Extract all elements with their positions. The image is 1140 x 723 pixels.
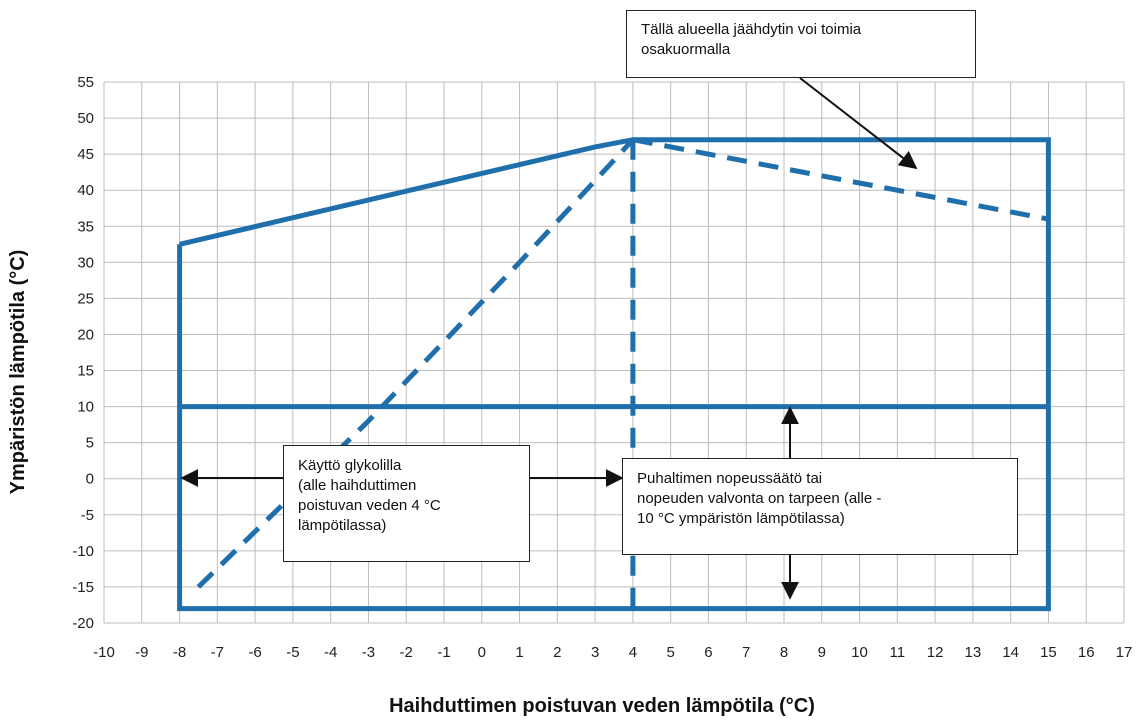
- x-axis-title: Haihduttimen poistuvan veden lämpötila (…: [389, 695, 815, 717]
- y-tick-label: 20: [77, 326, 94, 343]
- x-tick-label: 16: [1078, 644, 1095, 661]
- y-tick-label: 50: [77, 110, 94, 127]
- y-tick-label: 25: [77, 290, 94, 307]
- x-tick-label: 8: [780, 644, 788, 661]
- x-tick-label: 14: [1002, 644, 1019, 661]
- series-line-dashed: [632, 137, 1049, 222]
- x-tick-label: 10: [851, 644, 868, 661]
- x-tick-label: -5: [286, 644, 299, 661]
- x-tick-label: 13: [965, 644, 982, 661]
- x-tick-labels: -10 -9 -8 -7 -6 -5 -4 -3 -2 -1 0 1 2 3 4 5 6 7 8 9 10 11 12 13 1…: [93, 644, 1132, 661]
- y-tick-label: 10: [77, 399, 94, 416]
- annotation-arrows: [180, 77, 918, 600]
- y-tick-label: -5: [81, 507, 94, 524]
- x-tick-label: 11: [890, 644, 906, 661]
- x-tick-label: 12: [927, 644, 944, 661]
- x-tick-label: -6: [248, 644, 261, 661]
- x-tick-label: 1: [515, 644, 523, 661]
- y-axis-title: Ympäristön lämpötila (°C): [7, 250, 29, 495]
- x-tick-label: 2: [553, 644, 561, 661]
- x-tick-label: 5: [666, 644, 674, 661]
- y-tick-label: 45: [77, 146, 94, 163]
- y-tick-label: 0: [86, 471, 94, 488]
- x-tick-label: 7: [742, 644, 750, 661]
- x-tick-label: -7: [211, 644, 224, 661]
- annotation-fan-speed: Puhaltimen nopeussäätö tai nopeuden valv…: [622, 458, 1018, 555]
- annotation-partial-load: Tällä alueella jäähdytin voi toimia osak…: [626, 10, 976, 78]
- x-tick-label: -4: [324, 644, 337, 661]
- y-tick-label: -15: [72, 579, 94, 596]
- arrow-partial-load: [799, 77, 918, 170]
- x-tick-label: -3: [362, 644, 375, 661]
- x-tick-label: 9: [818, 644, 826, 661]
- x-tick-label: -8: [173, 644, 186, 661]
- x-tick-label: 0: [478, 644, 486, 661]
- series-line-solid: [177, 137, 1051, 612]
- annotation-line: poistuvan veden 4 °C: [298, 497, 441, 514]
- annotation-line: Käyttö glykolilla: [298, 457, 402, 474]
- y-tick-label: 55: [77, 74, 94, 91]
- y-tick-label: 35: [77, 218, 94, 235]
- annotation-line: lämpötilassa): [298, 517, 387, 534]
- x-tick-label: -1: [437, 644, 450, 661]
- y-tick-label: -20: [72, 615, 94, 632]
- x-tick-label: 15: [1040, 644, 1057, 661]
- y-tick-label: -10: [72, 543, 94, 560]
- annotation-glycol: Käyttö glykolilla (alle haihduttimen poi…: [283, 445, 530, 562]
- annotation-line: Tällä alueella jäähdytin voi toimia: [641, 21, 862, 38]
- annotation-line: 10 °C ympäristön lämpötilassa): [637, 510, 845, 527]
- annotation-line: nopeuden valvonta on tarpeen (alle -: [637, 490, 882, 507]
- x-tick-label: 4: [629, 644, 637, 661]
- annotation-line: osakuormalla: [641, 41, 731, 58]
- x-tick-label: 17: [1116, 644, 1133, 661]
- x-tick-label: 6: [704, 644, 712, 661]
- x-tick-label: -10: [93, 644, 115, 661]
- annotation-line: Puhaltimen nopeussäätö tai: [637, 470, 823, 487]
- y-tick-label: 40: [77, 182, 94, 199]
- x-tick-label: -2: [400, 644, 413, 661]
- y-tick-label: 5: [86, 435, 94, 452]
- x-tick-label: 3: [591, 644, 599, 661]
- y-tick-label: 30: [77, 254, 94, 271]
- y-tick-label: 15: [77, 363, 94, 380]
- x-tick-label: -9: [135, 644, 148, 661]
- annotation-line: (alle haihduttimen: [298, 477, 417, 494]
